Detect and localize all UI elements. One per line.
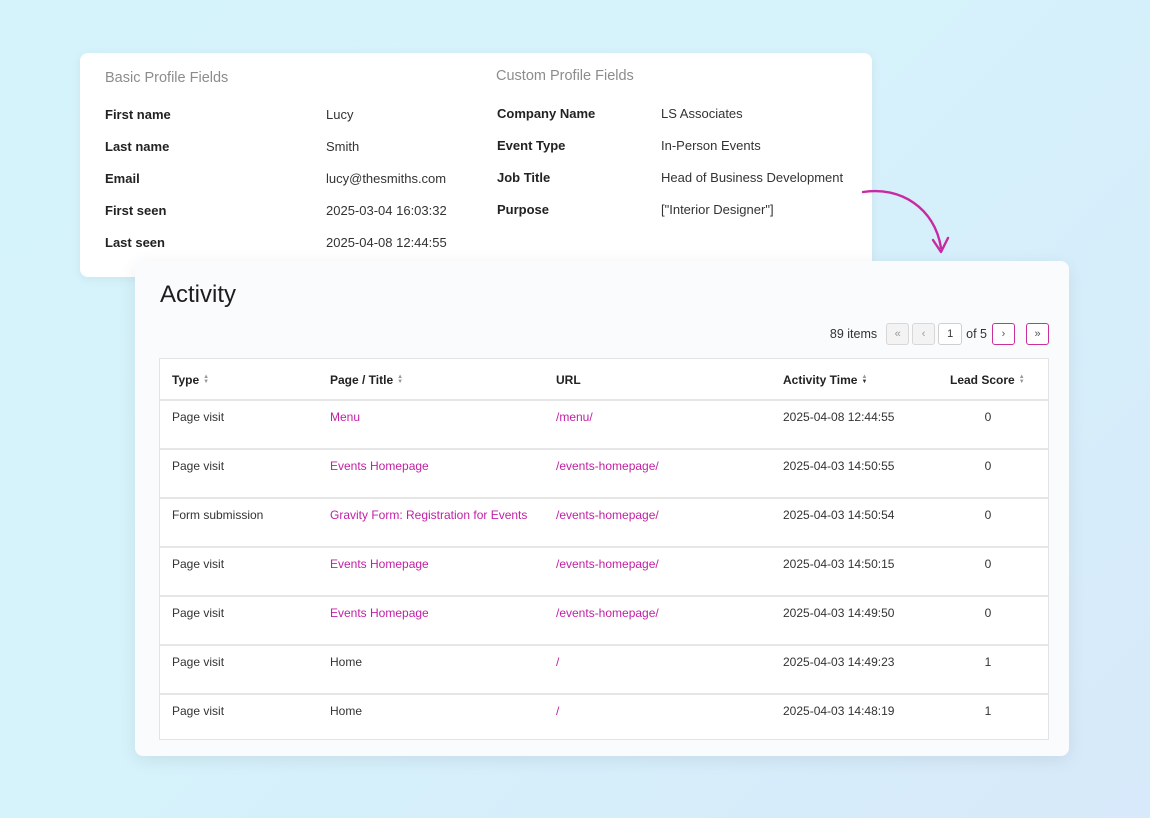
prev-page-button[interactable]: ‹ — [912, 323, 936, 345]
cell-url-link[interactable]: / — [556, 704, 560, 718]
field-value: Head of Business Development — [661, 170, 844, 185]
table-row: Page visit Events Homepage /events-homep… — [160, 548, 1048, 597]
table-row: Page visit Events Homepage /events-homep… — [160, 450, 1048, 499]
table-row: Form submission Gravity Form: Registrati… — [160, 499, 1048, 548]
field-label: First name — [105, 107, 171, 122]
cell-page-title-link[interactable]: Gravity Form: Registration for Events — [330, 508, 528, 522]
table-row: Page visit Home / 2025-04-03 14:48:19 1 — [160, 695, 1048, 739]
cell-lead-score: 0 — [984, 557, 992, 571]
next-page-button[interactable]: › — [992, 323, 1015, 345]
table-row: Page visit Menu /menu/ 2025-04-08 12:44:… — [160, 401, 1048, 450]
cell-activity-time: 2025-04-03 14:50:15 — [783, 557, 895, 571]
cell-url-link[interactable]: /events-homepage/ — [556, 508, 659, 522]
column-header-type[interactable]: Type ▲ ▼ — [172, 373, 209, 387]
cell-lead-score: 0 — [984, 606, 992, 620]
basic-profile-fields-title: Basic Profile Fields — [105, 70, 229, 86]
cell-url-link[interactable]: /events-homepage/ — [556, 606, 659, 620]
field-value: Lucy — [326, 107, 354, 122]
field-label: Job Title — [497, 170, 551, 185]
activity-title: Activity — [160, 281, 237, 308]
cell-page-title-link[interactable]: Menu — [330, 410, 361, 424]
sort-descending-icon: ▲ ▼ — [861, 374, 868, 385]
profile-card: Basic Profile Fields Custom Profile Fiel… — [80, 53, 872, 277]
sort-icon: ▲ ▼ — [397, 374, 404, 385]
cell-page-title: Home — [330, 704, 363, 718]
sort-icon: ▲ ▼ — [203, 374, 210, 385]
cell-lead-score: 1 — [984, 655, 992, 669]
table-row: Page visit Events Homepage /events-homep… — [160, 597, 1048, 646]
cell-page-title-link[interactable]: Events Homepage — [330, 557, 429, 571]
column-header-lead-score[interactable]: Lead Score ▲ ▼ — [950, 373, 1025, 387]
current-page-input[interactable]: 1 — [938, 323, 963, 345]
activity-table: Type ▲ ▼ Page / Title ▲ ▼ URL Activity Tim… — [159, 358, 1049, 740]
cell-lead-score: 0 — [984, 410, 992, 424]
field-label: Event Type — [497, 138, 566, 153]
cell-activity-time: 2025-04-03 14:48:19 — [783, 704, 895, 718]
field-value: lucy@thesmiths.com — [326, 171, 447, 186]
activity-card: Activity 89 items « ‹ 1 of 5 › » Type ▲ ▼… — [135, 261, 1069, 756]
field-label: Purpose — [497, 202, 550, 217]
sort-icon: ▲ ▼ — [1018, 374, 1025, 385]
column-label: Activity Time — [783, 373, 858, 387]
field-value: Smith — [326, 139, 360, 154]
column-label: Lead Score — [950, 373, 1015, 387]
field-value: LS Associates — [661, 106, 743, 121]
cell-type: Page visit — [172, 557, 225, 571]
table-row: Page visit Home / 2025-04-03 14:49:23 1 — [160, 646, 1048, 695]
cell-url-link[interactable]: /menu/ — [556, 410, 593, 424]
items-count: 89 items — [829, 327, 878, 341]
cell-activity-time: 2025-04-03 14:49:50 — [783, 606, 895, 620]
cell-page-title: Home — [330, 655, 363, 669]
field-value: ["Interior Designer"] — [661, 202, 774, 217]
field-label: First seen — [105, 203, 167, 218]
custom-profile-fields-title: Custom Profile Fields — [496, 68, 634, 84]
cell-type: Page visit — [172, 410, 225, 424]
pagination: 89 items « ‹ 1 of 5 › » — [830, 322, 1049, 346]
table-header: Type ▲ ▼ Page / Title ▲ ▼ URL Activity Tim… — [160, 359, 1048, 401]
first-page-button[interactable]: « — [886, 323, 910, 345]
column-header-page-title[interactable]: Page / Title ▲ ▼ — [330, 373, 403, 387]
cell-type: Page visit — [172, 606, 225, 620]
column-label: URL — [556, 373, 581, 387]
cell-type: Page visit — [172, 459, 225, 473]
column-header-activity-time[interactable]: Activity Time ▲ ▼ — [783, 373, 867, 387]
cell-lead-score: 0 — [984, 508, 992, 522]
cell-lead-score: 1 — [984, 704, 992, 718]
column-label: Type — [172, 373, 200, 387]
cell-activity-time: 2025-04-03 14:50:55 — [783, 459, 895, 473]
cell-url-link[interactable]: /events-homepage/ — [556, 557, 659, 571]
cell-type: Form submission — [172, 508, 264, 522]
cell-url-link[interactable]: / — [556, 655, 560, 669]
cell-activity-time: 2025-04-03 14:49:23 — [783, 655, 895, 669]
field-value: In-Person Events — [661, 138, 761, 153]
cell-activity-time: 2025-04-03 14:50:54 — [783, 508, 895, 522]
curved-arrow-icon — [861, 189, 950, 254]
last-page-button[interactable]: » — [1026, 323, 1049, 345]
field-value: 2025-04-08 12:44:55 — [326, 235, 447, 250]
total-pages-text: of 5 — [966, 327, 987, 341]
field-value: 2025-03-04 16:03:32 — [326, 203, 447, 218]
field-label: Email — [105, 171, 140, 186]
cell-activity-time: 2025-04-08 12:44:55 — [783, 410, 895, 424]
cell-type: Page visit — [172, 655, 225, 669]
cell-page-title-link[interactable]: Events Homepage — [330, 459, 429, 473]
cell-lead-score: 0 — [984, 459, 992, 473]
cell-url-link[interactable]: /events-homepage/ — [556, 459, 659, 473]
cell-type: Page visit — [172, 704, 225, 718]
column-header-url[interactable]: URL — [556, 373, 581, 387]
cell-page-title-link[interactable]: Events Homepage — [330, 606, 429, 620]
field-label: Last seen — [105, 235, 165, 250]
column-label: Page / Title — [330, 373, 394, 387]
field-label: Last name — [105, 139, 170, 154]
field-label: Company Name — [497, 106, 596, 121]
